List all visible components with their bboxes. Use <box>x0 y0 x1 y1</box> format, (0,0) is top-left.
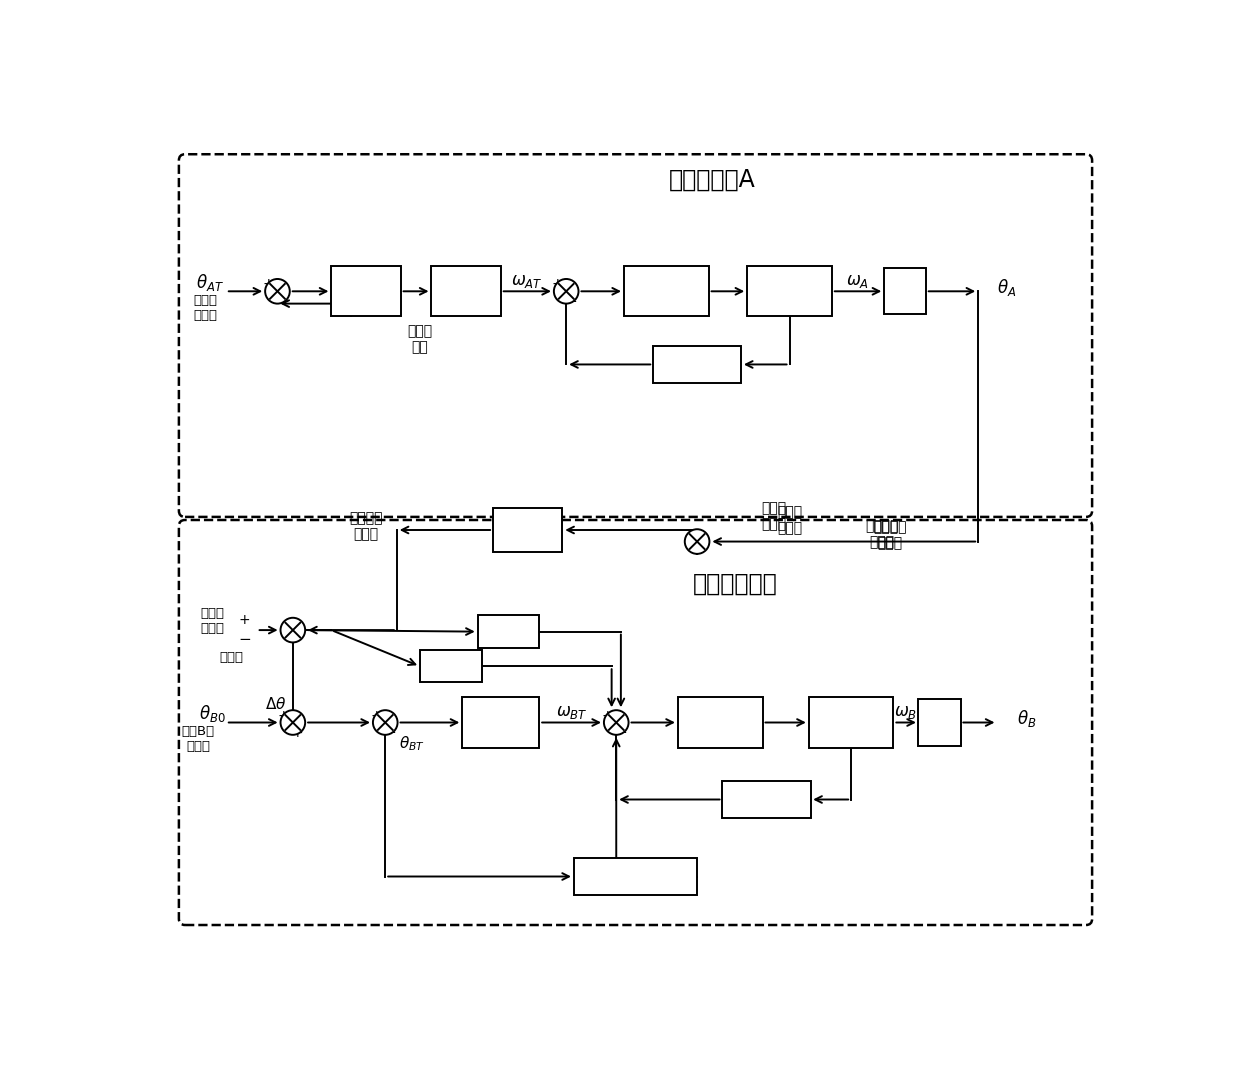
FancyBboxPatch shape <box>331 267 401 316</box>
Text: $\theta_B$: $\theta_B$ <box>1017 708 1037 729</box>
Text: +: + <box>278 708 289 723</box>
Text: +: + <box>551 278 563 292</box>
Text: $s$: $s$ <box>503 623 513 640</box>
Text: 粗跟踪
误差: 粗跟踪 误差 <box>407 324 433 354</box>
Text: −: − <box>615 725 627 740</box>
FancyBboxPatch shape <box>884 268 926 314</box>
Text: 光学探
测器: 光学探 测器 <box>352 275 379 308</box>
Text: $\theta_{AT}$: $\theta_{AT}$ <box>196 271 224 293</box>
Text: 角速度反馈: 角速度反馈 <box>675 357 720 372</box>
FancyBboxPatch shape <box>463 698 539 747</box>
Text: $s$: $s$ <box>445 658 456 675</box>
Circle shape <box>280 618 305 643</box>
FancyBboxPatch shape <box>748 267 832 316</box>
Text: 位置环
控制器: 位置环 控制器 <box>453 275 480 308</box>
FancyBboxPatch shape <box>919 700 961 745</box>
FancyBboxPatch shape <box>652 346 742 383</box>
Text: 机架实
际位置: 机架实 际位置 <box>761 501 786 531</box>
Text: −: − <box>564 294 577 309</box>
FancyBboxPatch shape <box>574 858 697 895</box>
FancyBboxPatch shape <box>420 650 481 683</box>
Circle shape <box>373 711 398 734</box>
Text: 角速度反馈: 角速度反馈 <box>744 792 789 807</box>
Text: 目标位置
测量值: 目标位置 测量值 <box>866 518 899 549</box>
Text: $\theta_{BT}$: $\theta_{BT}$ <box>399 734 425 754</box>
Text: 坐标变
换: 坐标变 换 <box>515 514 542 546</box>
Text: +: + <box>238 613 250 627</box>
Text: $\theta_A$: $\theta_A$ <box>997 276 1017 298</box>
Text: 速度环控
制器B: 速度环控 制器B <box>702 706 739 739</box>
Text: $\theta_{B0}$: $\theta_{B0}$ <box>198 703 226 724</box>
Text: 机架编码器角度: 机架编码器角度 <box>604 869 667 885</box>
Text: 目标预
测位置: 目标预 测位置 <box>200 607 224 635</box>
Text: 校正量: 校正量 <box>219 650 243 663</box>
Circle shape <box>684 529 709 554</box>
FancyBboxPatch shape <box>678 698 763 747</box>
FancyBboxPatch shape <box>808 698 894 747</box>
FancyBboxPatch shape <box>624 267 708 316</box>
Text: $\omega_{AT}$: $\omega_{AT}$ <box>511 272 543 291</box>
Circle shape <box>280 711 305 734</box>
Text: 目标实
际位置: 目标实 际位置 <box>193 294 218 322</box>
Text: 目标位置
测量值: 目标位置 测量值 <box>873 521 906 551</box>
Text: $\omega_{BT}$: $\omega_{BT}$ <box>556 703 588 721</box>
Text: $\dfrac{1}{s}$: $\dfrac{1}{s}$ <box>932 706 946 739</box>
Text: 引导经纬仪A: 引导经纬仪A <box>670 167 756 191</box>
Text: +: + <box>601 708 613 723</box>
Text: $\dfrac{1}{s}$: $\dfrac{1}{s}$ <box>898 275 911 308</box>
FancyBboxPatch shape <box>477 616 539 648</box>
Circle shape <box>604 711 629 734</box>
FancyBboxPatch shape <box>722 781 811 818</box>
Circle shape <box>265 279 290 303</box>
Text: +: + <box>291 726 304 740</box>
Text: 目标位置
计算值: 目标位置 计算值 <box>350 511 383 541</box>
FancyBboxPatch shape <box>494 508 563 552</box>
Text: −: − <box>383 725 397 740</box>
Text: $\omega_A$: $\omega_A$ <box>847 272 869 291</box>
Text: −: − <box>275 294 289 309</box>
Text: +: + <box>263 278 274 292</box>
Text: 速度环被
控对象B: 速度环被 控对象B <box>832 706 870 739</box>
Text: 被引导经纬仪: 被引导经纬仪 <box>693 572 777 596</box>
Text: $\omega_B$: $\omega_B$ <box>894 703 918 721</box>
FancyBboxPatch shape <box>432 267 501 316</box>
Text: 速度环控
制器A: 速度环控 制器A <box>649 275 684 308</box>
Text: +: + <box>371 708 382 723</box>
Text: 速度环被
控对象A: 速度环被 控对象A <box>770 275 808 308</box>
Text: 位置环
控制器: 位置环 控制器 <box>487 706 515 739</box>
Text: 机架实
际位置: 机架实 际位置 <box>777 504 802 535</box>
Text: +: + <box>615 708 626 723</box>
Text: $\Delta\theta$: $\Delta\theta$ <box>265 696 286 712</box>
Text: −: − <box>238 632 250 647</box>
Circle shape <box>554 279 579 303</box>
Text: 目标B站
预测值: 目标B站 预测值 <box>181 726 215 754</box>
